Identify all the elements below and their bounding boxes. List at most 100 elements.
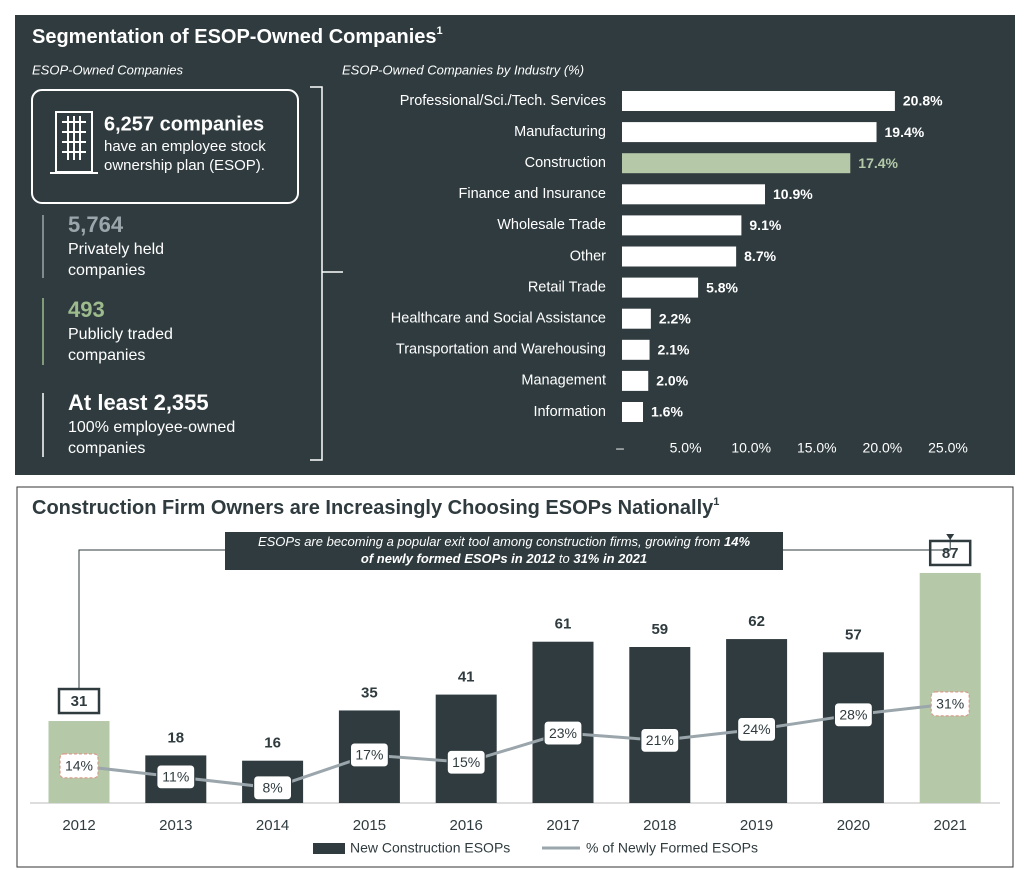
- category-label: Other: [570, 248, 606, 264]
- category-label: Manufacturing: [514, 124, 606, 140]
- title-note: 1: [713, 496, 719, 508]
- annotation-text: to: [555, 551, 573, 566]
- point-box: [833, 702, 874, 728]
- x-tick-label: 2017: [546, 817, 579, 834]
- stat-label: companies: [68, 262, 145, 279]
- point-label: 11%: [162, 769, 189, 785]
- bar: [822, 652, 884, 803]
- stat-label: Privately held: [68, 241, 164, 258]
- point-label: 23%: [549, 725, 577, 741]
- x-tick-label: 2015: [353, 817, 386, 834]
- point-box: [349, 742, 389, 768]
- bar: [435, 694, 497, 803]
- stat-label: 100% employee-owned: [68, 419, 235, 436]
- x-tick-label: 20.0%: [863, 440, 903, 456]
- line: [78, 702, 951, 790]
- annotation-text: ESOPs are becoming a popular exit tool a…: [258, 534, 724, 549]
- x-tick-label: 15.0%: [797, 440, 837, 456]
- legend-label: New Construction ESOPs: [350, 840, 510, 856]
- bracket: [310, 86, 343, 461]
- bar: [622, 370, 649, 391]
- stat-number: 5,764: [68, 212, 124, 237]
- x-tick-label: 2014: [256, 817, 289, 834]
- bar: [622, 215, 742, 236]
- x-tick-label: 10.0%: [731, 440, 771, 456]
- value-label: 41: [458, 669, 475, 686]
- total-headline: 6,257 companies: [104, 113, 264, 135]
- point-box: [446, 749, 486, 775]
- x-tick-label: –: [616, 440, 624, 456]
- category-label: Information: [533, 404, 606, 420]
- point-label: 15%: [452, 754, 480, 770]
- point-label: 14%: [65, 758, 93, 774]
- point-label: 21%: [646, 732, 674, 748]
- total-text: have an employee stock: [104, 138, 266, 155]
- value-label: 16: [264, 735, 281, 752]
- value-label: 2.2%: [659, 310, 691, 326]
- value-label: 59: [651, 621, 668, 638]
- point-label: 17%: [355, 747, 383, 763]
- title-note: 1: [437, 25, 443, 37]
- annotation-line: ESOPs are becoming a popular exit tool a…: [258, 534, 751, 549]
- bar: [622, 308, 651, 329]
- category-label: Professional/Sci./Tech. Services: [400, 93, 606, 109]
- connector: [78, 538, 951, 690]
- point-box: [736, 716, 777, 743]
- x-tick-label: 2018: [643, 817, 676, 834]
- value-label: 87: [942, 545, 959, 562]
- value-label: 5.8%: [706, 279, 738, 295]
- point-label: 31%: [936, 696, 964, 712]
- x-tick-label: 2019: [740, 817, 773, 834]
- point-box: [930, 691, 970, 717]
- annotation-text: 14%: [724, 534, 750, 549]
- value-label: 62: [748, 613, 765, 630]
- legend-label: % of Newly Formed ESOPs: [586, 840, 758, 856]
- annotation-line: of newly formed ESOPs in 2012 to 31% in …: [361, 551, 647, 566]
- value-label: 8.7%: [744, 248, 776, 264]
- total-text: ownership plan (ESOP).: [104, 157, 265, 174]
- point-label: 28%: [839, 707, 867, 723]
- value-label: 9.1%: [749, 217, 781, 233]
- chart-subtitle: ESOP-Owned Companies by Industry (%): [342, 62, 584, 77]
- arrowhead: [946, 533, 955, 540]
- bar: [622, 246, 737, 267]
- bar: [622, 277, 699, 298]
- value-label: 10.9%: [773, 186, 813, 202]
- annotation-box: [225, 532, 783, 570]
- x-tick-label: 2013: [159, 817, 192, 834]
- value-label: 1.6%: [651, 404, 683, 420]
- value-label: 31: [71, 693, 88, 710]
- value-label: 2.0%: [656, 373, 688, 389]
- bar: [622, 153, 851, 174]
- x-tick-label: 2021: [934, 817, 967, 834]
- point-box: [253, 775, 293, 801]
- x-tick-label: 25.0%: [928, 440, 968, 456]
- bar: [622, 184, 766, 205]
- legend-swatch: [313, 843, 345, 854]
- bar: [622, 122, 877, 143]
- point-box: [640, 727, 680, 753]
- panel-title: Segmentation of ESOP-Owned Companies1: [32, 25, 443, 48]
- point-label: 8%: [262, 780, 282, 796]
- stat-label: companies: [68, 347, 145, 364]
- left-subtitle: ESOP-Owned Companies: [32, 62, 184, 77]
- category-label: Construction: [525, 155, 606, 171]
- bar: [622, 91, 895, 111]
- stat-label: Publicly traded: [68, 326, 173, 343]
- x-tick-label: 2016: [450, 817, 483, 834]
- value-label: 61: [555, 616, 572, 633]
- title-text: Construction Firm Owners are Increasingl…: [32, 497, 714, 519]
- title-text: Segmentation of ESOP-Owned Companies: [32, 26, 437, 48]
- value-label: 19.4%: [885, 124, 925, 140]
- category-label: Management: [521, 373, 606, 389]
- point-box: [156, 764, 196, 790]
- value-label: 20.8%: [903, 93, 943, 109]
- x-tick-label: 5.0%: [670, 440, 702, 456]
- total-box: [31, 89, 299, 204]
- category-label: Wholesale Trade: [497, 217, 606, 233]
- value-box: [57, 687, 101, 715]
- bar: [622, 402, 643, 422]
- stat-number: At least 2,355: [68, 390, 209, 415]
- point-box: [543, 720, 583, 746]
